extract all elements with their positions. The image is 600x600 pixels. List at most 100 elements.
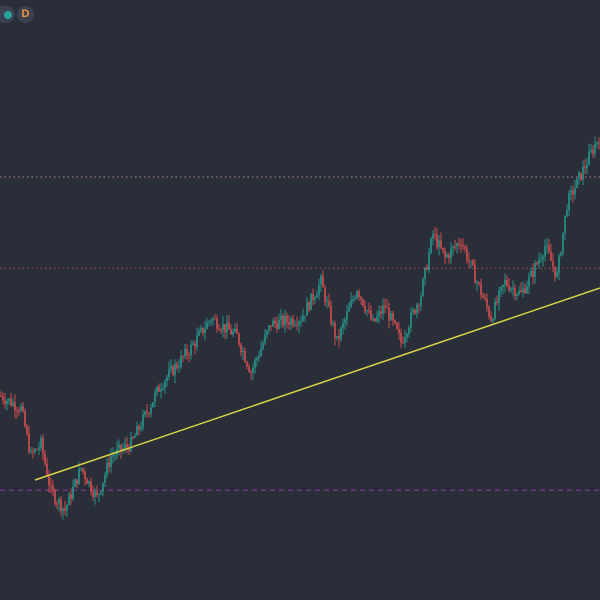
candle bbox=[146, 404, 148, 418]
candle bbox=[434, 227, 436, 241]
candle-body bbox=[86, 479, 88, 485]
candle-body bbox=[346, 311, 348, 320]
candle bbox=[50, 477, 52, 494]
candle-body bbox=[230, 329, 232, 335]
candle-body bbox=[100, 491, 102, 494]
candle-body bbox=[442, 247, 444, 251]
candle bbox=[242, 346, 244, 361]
candle bbox=[406, 332, 408, 343]
candle-body bbox=[176, 364, 178, 368]
candle bbox=[182, 355, 184, 363]
candle bbox=[200, 324, 202, 334]
candle-body bbox=[132, 437, 134, 439]
candle bbox=[350, 292, 352, 309]
candle-body bbox=[96, 491, 98, 496]
market-status-pill[interactable] bbox=[0, 6, 15, 23]
candle bbox=[524, 283, 526, 295]
candle-body bbox=[474, 265, 476, 284]
candle-body bbox=[8, 398, 10, 401]
candle-body bbox=[458, 243, 460, 245]
candle bbox=[588, 143, 590, 166]
candle-body bbox=[502, 284, 504, 287]
candle-body bbox=[324, 287, 326, 302]
candle-body bbox=[552, 260, 554, 267]
candle-body bbox=[434, 233, 436, 235]
candle bbox=[232, 328, 234, 337]
candle bbox=[554, 266, 556, 282]
candle bbox=[442, 247, 444, 254]
candle-body bbox=[134, 435, 136, 438]
candle-body bbox=[554, 266, 556, 277]
candle bbox=[224, 324, 226, 340]
candle bbox=[574, 180, 576, 200]
candle-body bbox=[48, 476, 50, 486]
candle bbox=[148, 411, 150, 418]
candle bbox=[292, 315, 294, 329]
candle-body bbox=[76, 479, 78, 485]
candle bbox=[106, 458, 108, 479]
ascending-trendline[interactable] bbox=[34, 287, 600, 481]
candle bbox=[322, 270, 324, 288]
candle-body bbox=[296, 324, 298, 326]
candle bbox=[530, 267, 532, 278]
candle bbox=[398, 322, 400, 340]
candle-body bbox=[62, 508, 64, 512]
candle bbox=[248, 363, 250, 373]
candle-body bbox=[538, 259, 540, 264]
candle-body bbox=[420, 295, 422, 306]
candle bbox=[260, 341, 262, 357]
candle-body bbox=[530, 270, 532, 277]
candle bbox=[488, 305, 490, 320]
candle bbox=[240, 342, 242, 357]
candle bbox=[386, 299, 388, 309]
candle-body bbox=[226, 322, 228, 333]
candle bbox=[54, 488, 56, 507]
candle-body bbox=[368, 310, 370, 312]
candle bbox=[138, 424, 140, 435]
candle-body bbox=[504, 279, 506, 285]
candle-body bbox=[304, 315, 306, 317]
candle bbox=[96, 485, 98, 498]
candle bbox=[470, 260, 472, 269]
interval-badge[interactable]: D bbox=[17, 6, 34, 23]
candle bbox=[280, 309, 282, 328]
candle bbox=[34, 448, 36, 455]
candle bbox=[174, 359, 176, 384]
candle-body bbox=[456, 243, 458, 247]
candle bbox=[76, 479, 78, 489]
candle-body bbox=[544, 246, 546, 257]
candle-body bbox=[106, 462, 108, 475]
candle bbox=[418, 303, 420, 314]
candle-body bbox=[12, 402, 14, 406]
candle bbox=[522, 281, 524, 298]
candle-body bbox=[476, 282, 478, 284]
candle-body bbox=[70, 494, 72, 499]
candle-body bbox=[2, 396, 4, 401]
candle-body bbox=[404, 337, 406, 343]
candle bbox=[234, 323, 236, 333]
candle-body bbox=[18, 410, 20, 412]
candle-body bbox=[438, 240, 440, 248]
candle bbox=[390, 310, 392, 321]
candle bbox=[424, 267, 426, 287]
candle-body bbox=[392, 313, 394, 321]
candle bbox=[544, 239, 546, 262]
candle bbox=[490, 311, 492, 323]
candle-body bbox=[362, 299, 364, 306]
candle bbox=[412, 306, 414, 316]
candle-body bbox=[454, 246, 456, 248]
candle-body bbox=[294, 324, 296, 326]
candle-body bbox=[104, 474, 106, 483]
candle-body bbox=[142, 414, 144, 428]
candle-body bbox=[424, 267, 426, 280]
candle-body bbox=[80, 468, 82, 470]
candle-body bbox=[352, 299, 354, 301]
candle-body bbox=[184, 349, 186, 357]
candle-body bbox=[126, 444, 128, 448]
candle-body bbox=[154, 392, 156, 403]
candle-body bbox=[590, 149, 592, 152]
candle bbox=[66, 504, 68, 518]
candle bbox=[270, 325, 272, 331]
